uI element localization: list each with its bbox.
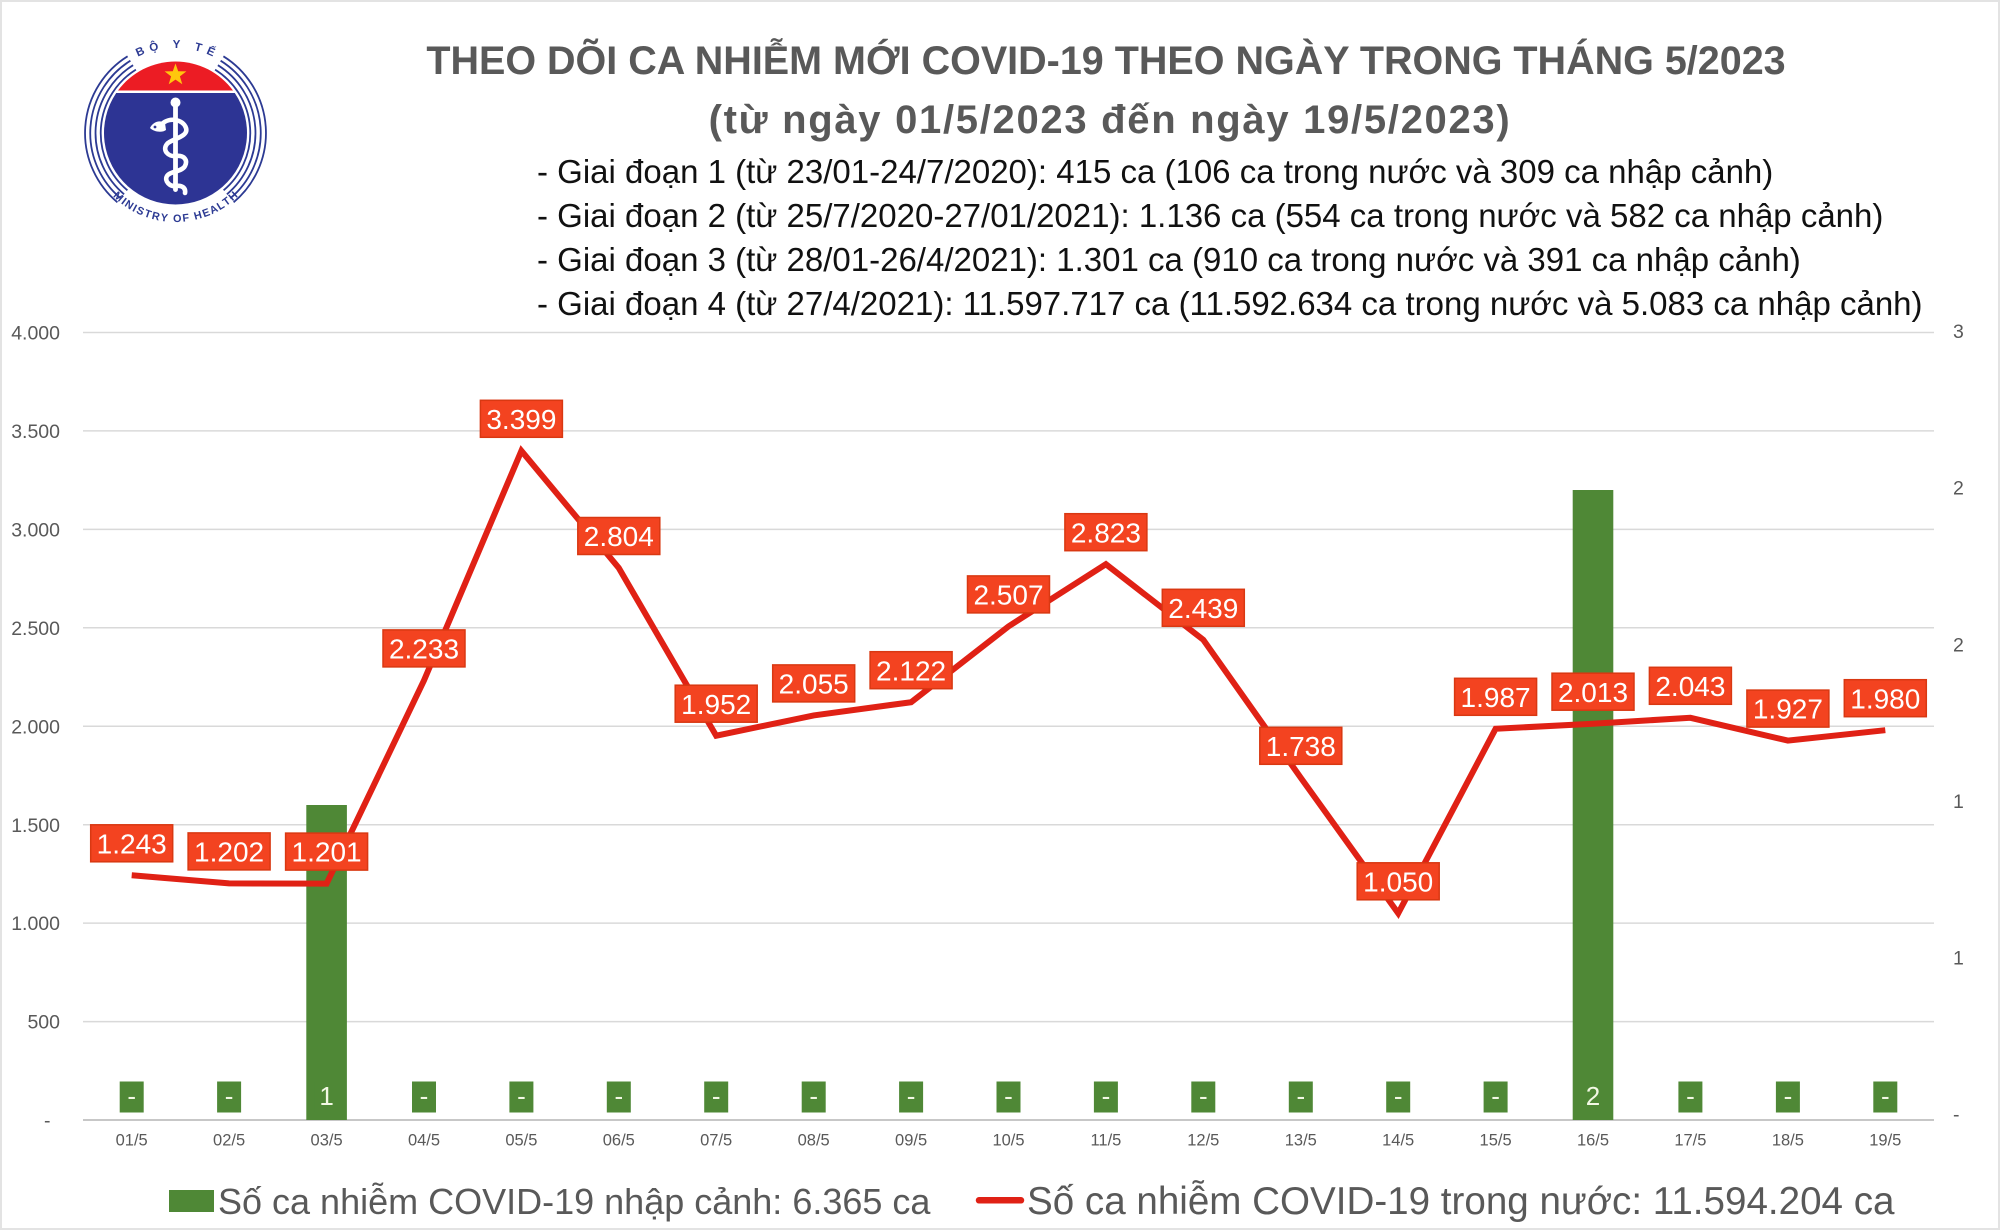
svg-text:2.233: 2.233	[389, 634, 459, 665]
svg-text:- Giai đoạn 2 (từ 25/7/2020-27: - Giai đoạn 2 (từ 25/7/2020-27/01/2021):…	[537, 197, 1883, 234]
svg-text:1.000: 1.000	[11, 913, 60, 935]
svg-text:(từ ngày 01/5/2023 đến ngày 19: (từ ngày 01/5/2023 đến ngày 19/5/2023)	[709, 98, 1512, 142]
svg-text:-: -	[1491, 1081, 1500, 1111]
svg-text:E: E	[201, 206, 212, 220]
svg-text:2.013: 2.013	[1558, 677, 1628, 708]
svg-text:-: -	[127, 1081, 136, 1111]
svg-text:2.055: 2.055	[779, 669, 849, 700]
svg-text:2: 2	[1953, 478, 1964, 500]
svg-text:-: -	[1102, 1081, 1111, 1111]
svg-text:2.000: 2.000	[11, 716, 60, 738]
svg-text:3.000: 3.000	[11, 520, 60, 542]
svg-text:14/5: 14/5	[1382, 1132, 1414, 1150]
svg-text:2.823: 2.823	[1071, 517, 1141, 548]
svg-text:-: -	[225, 1081, 234, 1111]
svg-text:12/5: 12/5	[1187, 1132, 1219, 1150]
svg-text:1.952: 1.952	[681, 689, 751, 720]
svg-text:16/5: 16/5	[1577, 1132, 1609, 1150]
svg-text:2: 2	[1586, 1081, 1600, 1111]
svg-text:06/5: 06/5	[603, 1132, 635, 1150]
svg-text:2.122: 2.122	[876, 655, 946, 686]
svg-text:09/5: 09/5	[895, 1132, 927, 1150]
svg-text:10/5: 10/5	[992, 1132, 1024, 1150]
svg-text:THEO DÕI CA NHIỄM MỚI COVID-19: THEO DÕI CA NHIỄM MỚI COVID-19 THEO NGÀY…	[426, 39, 1785, 83]
svg-text:Ế: Ế	[205, 44, 218, 59]
svg-text:-: -	[517, 1081, 526, 1111]
svg-text:Số ca nhiễm COVID-19 nhập cảnh: Số ca nhiễm COVID-19 nhập cảnh: 6.365 ca	[218, 1181, 931, 1222]
svg-text:S: S	[134, 204, 146, 218]
svg-text:F: F	[182, 212, 190, 225]
svg-text:I: I	[130, 203, 138, 215]
svg-text:1.243: 1.243	[97, 828, 167, 859]
svg-text:01/5: 01/5	[116, 1132, 148, 1150]
svg-text:-: -	[1394, 1081, 1403, 1111]
svg-text:2.804: 2.804	[584, 521, 654, 552]
svg-text:11/5: 11/5	[1090, 1132, 1121, 1150]
svg-text:Ộ: Ộ	[148, 40, 160, 55]
svg-text:2: 2	[1953, 634, 1964, 656]
svg-text:T: T	[143, 208, 154, 222]
svg-text:-: -	[712, 1081, 721, 1111]
svg-text:1.927: 1.927	[1753, 694, 1823, 725]
svg-text:Y: Y	[160, 212, 169, 225]
svg-text:- Giai đoạn 1 (từ 23/01-24/7/2: - Giai đoạn 1 (từ 23/01-24/7/2020): 415 …	[537, 153, 1773, 190]
svg-text:-: -	[44, 1110, 51, 1132]
svg-text:07/5: 07/5	[700, 1132, 732, 1150]
svg-text:17/5: 17/5	[1674, 1132, 1706, 1150]
svg-text:04/5: 04/5	[408, 1132, 440, 1150]
svg-text:4.000: 4.000	[11, 323, 60, 345]
svg-text:1.202: 1.202	[194, 837, 264, 868]
svg-text:-: -	[420, 1081, 429, 1111]
svg-text:O: O	[173, 213, 182, 225]
svg-text:-: -	[1784, 1081, 1793, 1111]
svg-text:1.980: 1.980	[1850, 683, 1920, 714]
svg-text:1.050: 1.050	[1363, 866, 1433, 897]
svg-text:2.043: 2.043	[1655, 671, 1725, 702]
svg-text:-: -	[907, 1081, 916, 1111]
svg-text:-: -	[1686, 1081, 1695, 1111]
svg-text:-: -	[1881, 1081, 1890, 1111]
svg-text:02/5: 02/5	[213, 1132, 245, 1150]
svg-text:- Giai đoạn 3 (từ 28/01-26/4/2: - Giai đoạn 3 (từ 28/01-26/4/2021): 1.30…	[537, 241, 1801, 278]
svg-text:1: 1	[1953, 948, 1964, 970]
svg-text:H: H	[193, 209, 204, 223]
svg-text:3.500: 3.500	[11, 421, 60, 443]
svg-text:18/5: 18/5	[1772, 1132, 1804, 1150]
svg-text:1.201: 1.201	[292, 837, 362, 868]
svg-text:08/5: 08/5	[798, 1132, 830, 1150]
svg-text:I: I	[119, 196, 129, 207]
svg-text:- Giai đoạn 4 (từ 27/4/2021):: - Giai đoạn 4 (từ 27/4/2021): 11.597.717…	[537, 285, 1923, 322]
svg-text:3.399: 3.399	[486, 404, 556, 435]
svg-text:3: 3	[1953, 321, 1964, 343]
svg-text:-: -	[1296, 1081, 1305, 1111]
svg-text:R: R	[151, 210, 162, 224]
svg-text:1.500: 1.500	[11, 815, 60, 837]
svg-text:B: B	[134, 45, 146, 59]
svg-text:1: 1	[1953, 791, 1964, 813]
svg-text:2.439: 2.439	[1168, 593, 1238, 624]
svg-text:-: -	[614, 1081, 623, 1111]
svg-text:T: T	[193, 41, 203, 54]
svg-text:03/5: 03/5	[311, 1132, 343, 1150]
svg-text:1.738: 1.738	[1266, 731, 1336, 762]
svg-text:Y: Y	[173, 39, 181, 51]
svg-text:1.987: 1.987	[1461, 682, 1531, 713]
svg-text:-: -	[1953, 1104, 1960, 1126]
svg-text:13/5: 13/5	[1285, 1132, 1317, 1150]
svg-text:Số ca nhiễm COVID-19 trong nướ: Số ca nhiễm COVID-19 trong nước: 11.594.…	[1027, 1180, 1895, 1223]
svg-text:1: 1	[319, 1081, 333, 1111]
svg-text:2.500: 2.500	[11, 618, 60, 640]
svg-text:15/5: 15/5	[1480, 1132, 1512, 1150]
svg-text:19/5: 19/5	[1869, 1132, 1901, 1150]
svg-text:05/5: 05/5	[505, 1132, 537, 1150]
svg-text:-: -	[1004, 1081, 1013, 1111]
svg-text:2.507: 2.507	[973, 580, 1043, 611]
svg-text:-: -	[1199, 1081, 1208, 1111]
svg-text:500: 500	[27, 1012, 60, 1034]
svg-text:-: -	[809, 1081, 818, 1111]
